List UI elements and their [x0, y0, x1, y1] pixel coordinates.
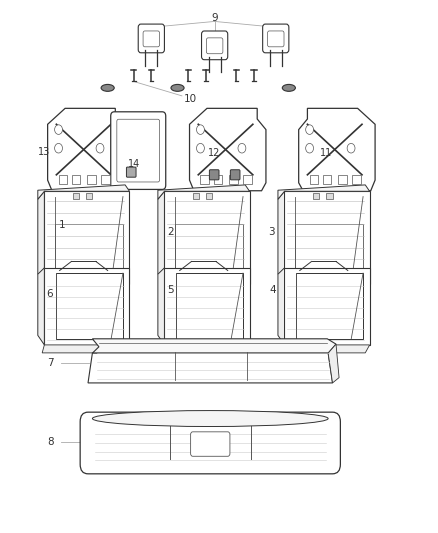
Polygon shape	[38, 191, 44, 284]
Text: 2: 2	[168, 227, 174, 237]
Text: 12: 12	[208, 148, 221, 158]
Ellipse shape	[283, 84, 295, 91]
Polygon shape	[92, 339, 336, 353]
Bar	[323, 175, 332, 184]
Polygon shape	[158, 191, 164, 284]
Bar	[59, 175, 67, 184]
Polygon shape	[278, 268, 285, 345]
Bar	[193, 193, 199, 199]
Polygon shape	[56, 273, 123, 338]
FancyBboxPatch shape	[143, 31, 159, 47]
Polygon shape	[175, 224, 243, 276]
Text: 3: 3	[268, 227, 275, 237]
Bar	[214, 175, 222, 184]
Bar	[338, 175, 347, 184]
Circle shape	[197, 143, 205, 153]
Circle shape	[55, 125, 63, 134]
Text: 4: 4	[269, 286, 276, 295]
Circle shape	[238, 143, 246, 153]
Bar	[206, 193, 212, 199]
Polygon shape	[164, 268, 250, 345]
FancyBboxPatch shape	[263, 24, 289, 53]
Polygon shape	[44, 268, 130, 345]
Polygon shape	[296, 273, 363, 338]
Polygon shape	[38, 268, 44, 345]
Bar	[352, 175, 360, 184]
Circle shape	[306, 143, 314, 153]
Text: 5: 5	[167, 286, 173, 295]
Polygon shape	[278, 185, 370, 199]
Text: 6: 6	[46, 289, 53, 299]
Polygon shape	[283, 345, 370, 353]
Text: 13: 13	[38, 147, 50, 157]
FancyBboxPatch shape	[80, 412, 340, 474]
Polygon shape	[190, 108, 266, 191]
Bar	[101, 175, 110, 184]
Text: 1: 1	[59, 220, 65, 230]
Polygon shape	[278, 191, 285, 284]
Bar	[73, 193, 79, 199]
FancyBboxPatch shape	[127, 167, 136, 177]
Circle shape	[347, 143, 355, 153]
Polygon shape	[285, 268, 370, 345]
Polygon shape	[295, 224, 363, 276]
Bar	[310, 175, 318, 184]
FancyBboxPatch shape	[201, 31, 228, 60]
Polygon shape	[38, 185, 130, 199]
Circle shape	[96, 143, 104, 153]
Polygon shape	[164, 191, 250, 284]
Text: 9: 9	[211, 13, 218, 23]
Polygon shape	[299, 108, 375, 191]
FancyBboxPatch shape	[206, 38, 223, 54]
FancyBboxPatch shape	[268, 31, 284, 47]
Polygon shape	[55, 224, 123, 276]
Text: 7: 7	[48, 358, 54, 368]
Ellipse shape	[92, 410, 328, 426]
Text: 8: 8	[48, 437, 54, 447]
Text: 14: 14	[128, 159, 140, 169]
Bar	[87, 175, 95, 184]
Text: 10: 10	[184, 93, 197, 103]
Bar	[72, 175, 81, 184]
Polygon shape	[158, 268, 164, 345]
Bar	[243, 175, 251, 184]
FancyBboxPatch shape	[209, 169, 219, 180]
FancyBboxPatch shape	[191, 432, 230, 456]
Polygon shape	[44, 191, 130, 284]
FancyBboxPatch shape	[230, 169, 240, 180]
Bar	[201, 175, 209, 184]
Polygon shape	[88, 353, 332, 383]
Ellipse shape	[101, 84, 114, 91]
Polygon shape	[176, 273, 243, 338]
Bar	[229, 175, 237, 184]
Polygon shape	[162, 345, 250, 353]
Ellipse shape	[171, 84, 184, 91]
FancyBboxPatch shape	[111, 112, 166, 189]
Circle shape	[55, 143, 63, 153]
Polygon shape	[328, 344, 339, 383]
Bar	[326, 193, 332, 199]
Circle shape	[306, 125, 314, 134]
Polygon shape	[285, 191, 370, 284]
Text: 11: 11	[320, 148, 332, 158]
FancyBboxPatch shape	[117, 119, 159, 182]
Polygon shape	[158, 185, 250, 199]
FancyBboxPatch shape	[138, 24, 164, 53]
Polygon shape	[48, 108, 124, 191]
Bar	[86, 193, 92, 199]
Bar	[313, 193, 319, 199]
Circle shape	[197, 125, 205, 134]
Polygon shape	[42, 345, 130, 353]
